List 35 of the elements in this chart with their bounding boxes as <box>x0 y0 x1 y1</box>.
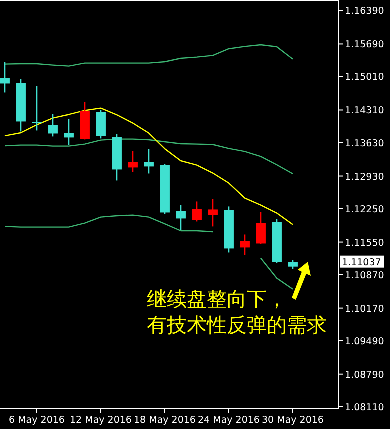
y-tick-label: 1.12250 <box>345 204 384 216</box>
candlestick <box>208 198 218 228</box>
candlestick <box>32 85 42 132</box>
candlestick <box>0 61 10 94</box>
x-tick-label: 24 May 2016 <box>198 415 260 426</box>
price-label: 1.11037 <box>340 256 384 268</box>
candlestick <box>176 204 186 231</box>
x-tick-label: 12 May 2016 <box>70 415 132 426</box>
y-tick-label: 1.08110 <box>345 402 384 414</box>
y-tick-label: 1.10870 <box>345 270 384 282</box>
y-tick-label: 1.09490 <box>345 336 384 348</box>
x-tick-label: 6 May 2016 <box>9 415 65 426</box>
candlestick <box>192 201 202 222</box>
y-tick-label: 1.12930 <box>345 172 384 183</box>
x-tick-label: 30 May 2016 <box>262 415 324 426</box>
y-tick-label: 1.16390 <box>345 6 384 18</box>
annotation: 继续盘整向下， <box>147 287 287 311</box>
y-tick-label: 1.13630 <box>345 138 384 150</box>
candlestick <box>48 113 58 138</box>
y-tick-label: 1.11550 <box>345 238 384 249</box>
y-tick-label: 1.14310 <box>345 106 384 117</box>
candlestick <box>144 148 154 174</box>
candlestick <box>256 212 266 245</box>
candlestick <box>128 150 138 173</box>
annotation: 有技术性反弹的需求 <box>147 313 327 337</box>
line-series <box>4 138 294 175</box>
line-series <box>4 44 294 67</box>
candlestick <box>64 118 74 146</box>
y-tick-label: 1.10170 <box>345 304 384 315</box>
y-tick-label: 1.15690 <box>345 40 384 51</box>
x-tick-label: 18 May 2016 <box>134 415 196 426</box>
line-series <box>4 108 294 226</box>
y-tick-label: 1.08790 <box>345 370 384 381</box>
y-tick-label: 1.15010 <box>345 72 384 84</box>
candlestick <box>240 234 250 256</box>
